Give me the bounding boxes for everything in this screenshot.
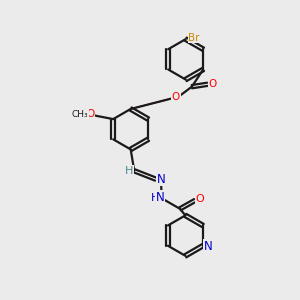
Text: N: N (157, 172, 165, 186)
Text: O: O (208, 79, 217, 89)
Text: O: O (86, 109, 95, 119)
Text: Br: Br (188, 33, 200, 43)
Text: CH₃: CH₃ (72, 110, 88, 119)
Text: O: O (172, 92, 180, 102)
Text: N: N (156, 191, 165, 204)
Text: H: H (125, 166, 133, 176)
Text: N: N (204, 240, 213, 253)
Text: H: H (151, 193, 159, 202)
Text: O: O (196, 194, 204, 204)
